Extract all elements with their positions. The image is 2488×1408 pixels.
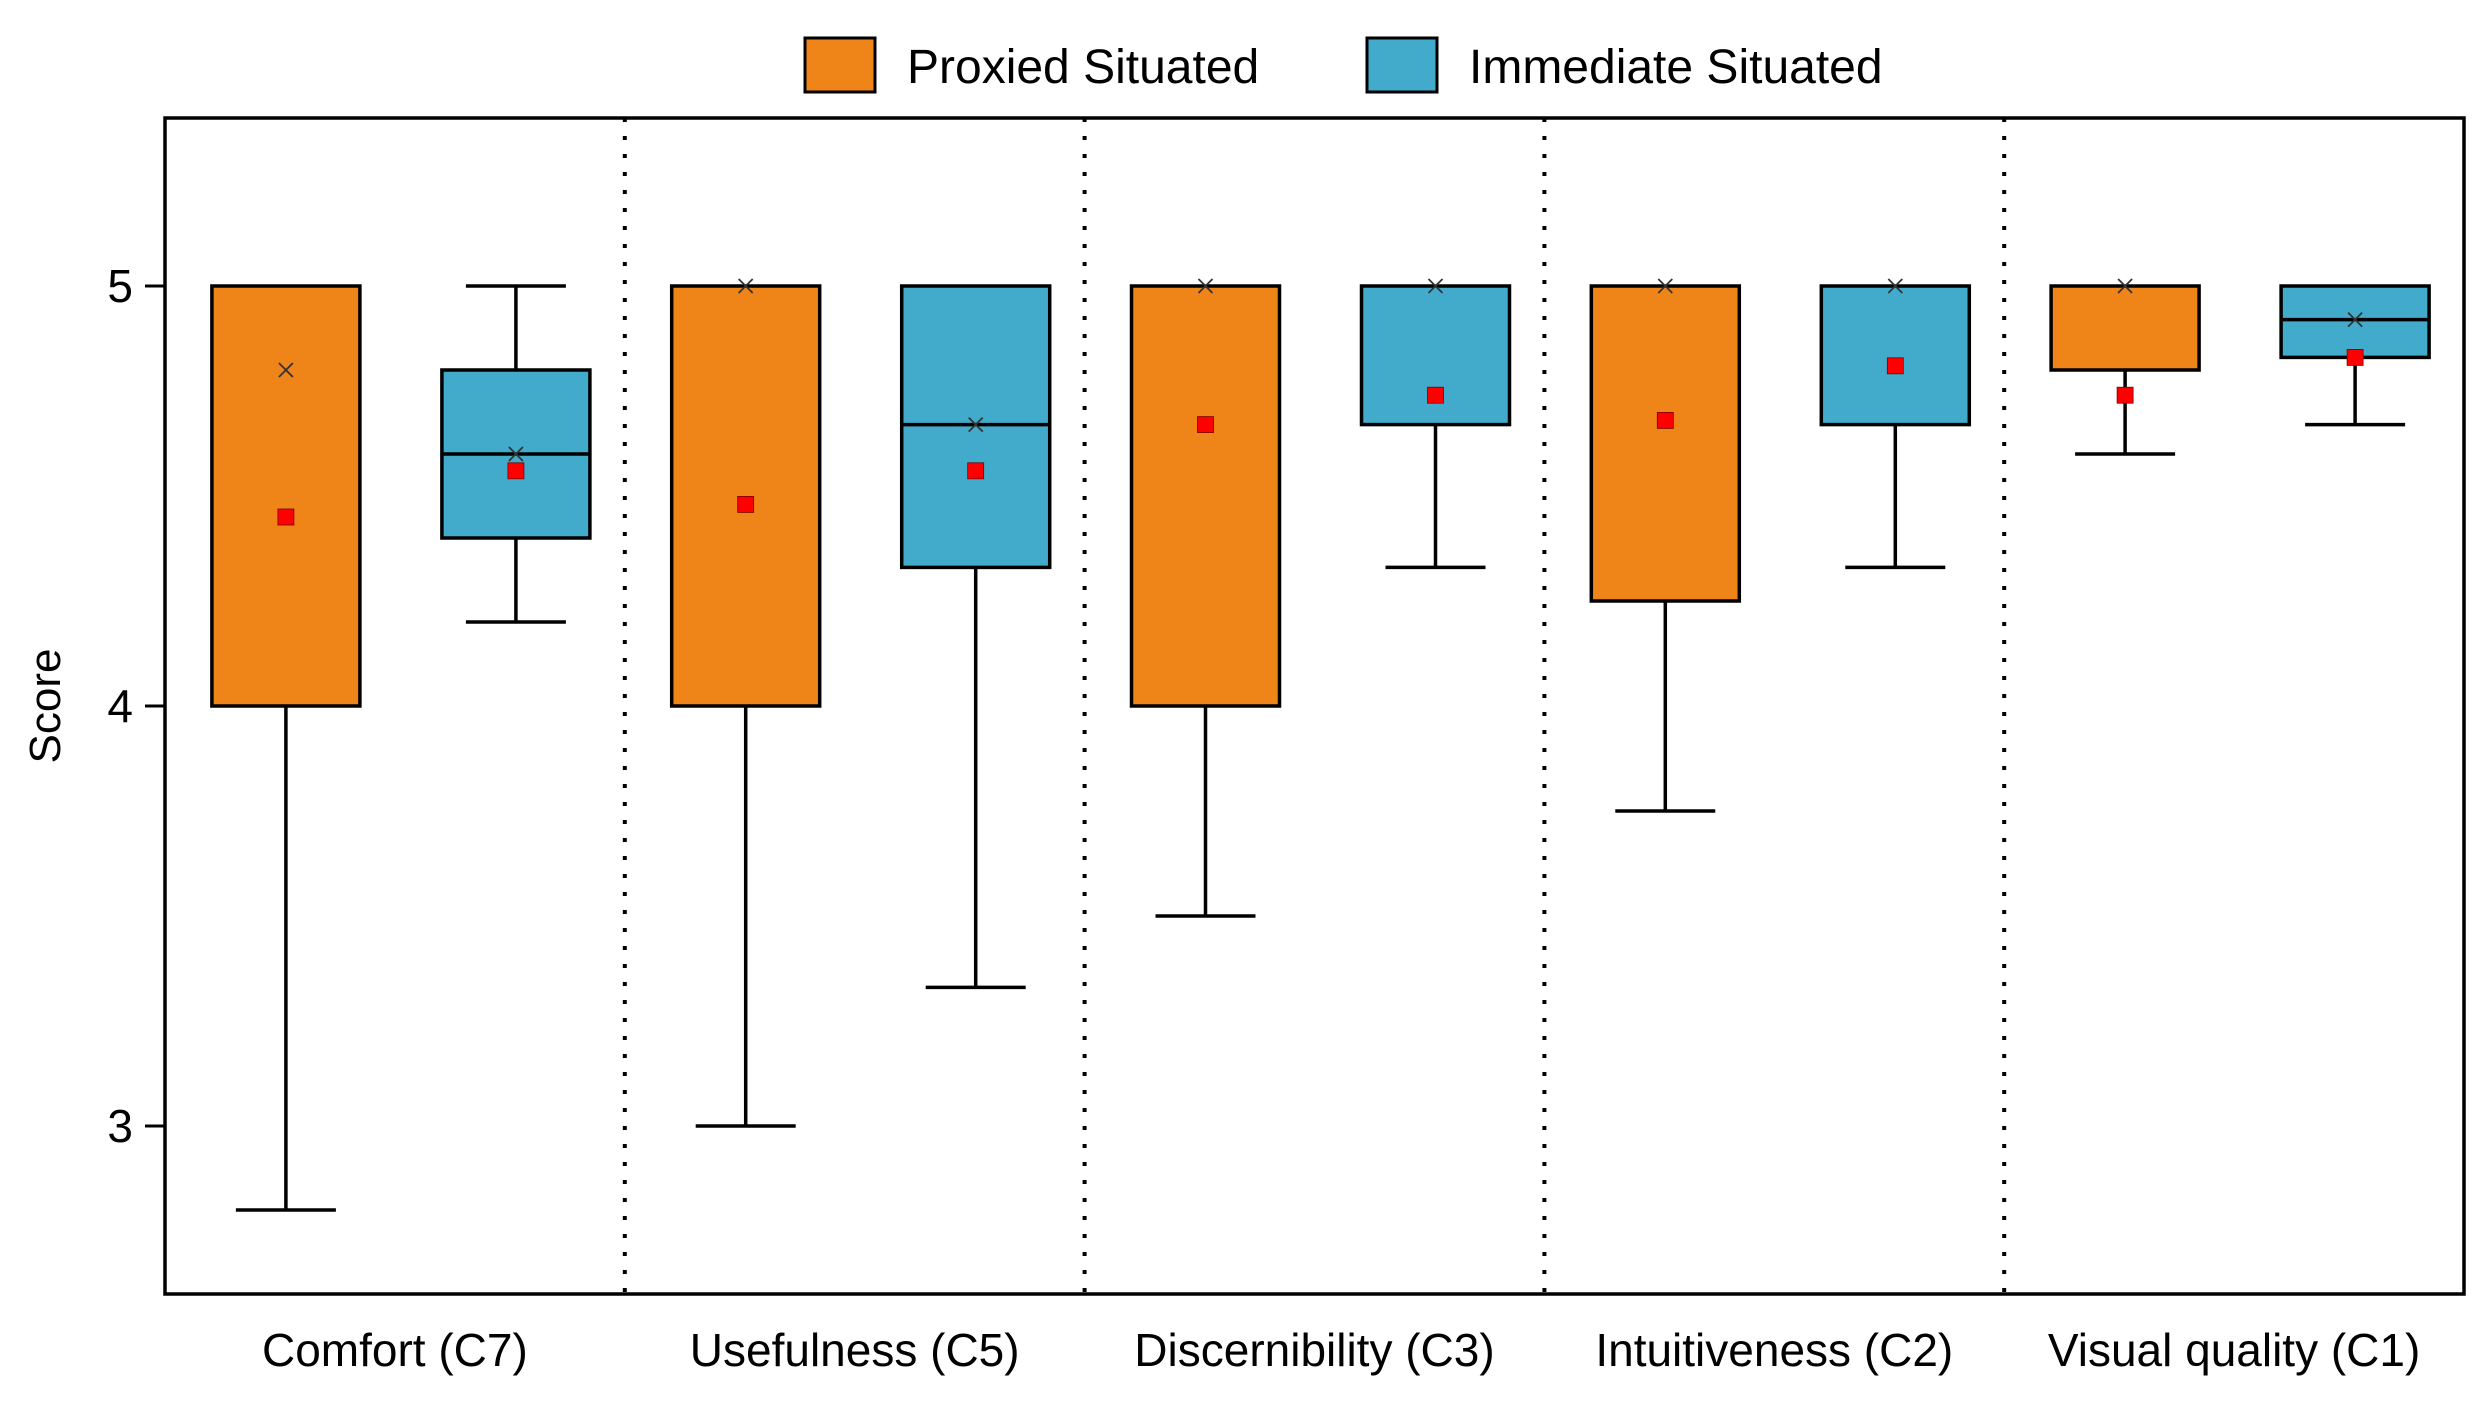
group-separators — [622, 118, 2007, 1294]
x-axis-labels: Comfort (C7) Usefulness (C5) Discernibilit… — [262, 1324, 2420, 1376]
box-body — [2279, 284, 2431, 360]
mean-marker — [2346, 348, 2364, 366]
mean-marker — [2116, 386, 2134, 404]
mean-marker — [1427, 386, 1444, 404]
box-groups — [210, 278, 2431, 1212]
x-tick-label: Intuitiveness (C2) — [1595, 1324, 1953, 1376]
x-tick-label: Usefulness (C5) — [690, 1324, 1020, 1376]
box-0-3 — [1589, 278, 1742, 813]
box-body — [1129, 284, 1282, 708]
x-marker — [508, 446, 524, 462]
x-tick-label: Comfort (C7) — [262, 1324, 528, 1376]
x-marker — [2117, 278, 2133, 294]
x-marker — [968, 416, 984, 433]
x-marker — [738, 278, 754, 294]
mean-marker — [1886, 357, 1904, 375]
box-0-1 — [669, 278, 822, 1128]
x-marker — [278, 362, 294, 378]
box-1-3 — [1819, 278, 1972, 570]
box-0-2 — [1129, 278, 1282, 918]
y-tick-label: 3 — [107, 1100, 133, 1152]
box-body — [1359, 284, 1512, 427]
mean-marker — [277, 508, 295, 526]
x-marker — [1427, 278, 1444, 294]
x-marker — [1887, 278, 1903, 294]
y-axis-ticks: 3 4 5 — [107, 260, 165, 1152]
box-1-4 — [2279, 284, 2431, 427]
legend-label-immediate: Immediate Situated — [1469, 41, 1883, 94]
legend: Proxied Situated Immediate Situated — [803, 36, 1883, 94]
legend-swatch-proxied — [803, 36, 877, 94]
y-tick-label: 4 — [107, 680, 133, 732]
mean-marker — [1656, 411, 1674, 429]
box-0-0 — [210, 284, 362, 1212]
y-axis-label: Score — [21, 649, 70, 764]
box-0-4 — [2049, 278, 2201, 456]
box-body — [1589, 284, 1742, 603]
x-marker — [1197, 278, 1214, 294]
box-body — [2049, 284, 2201, 372]
mean-marker — [1197, 416, 1214, 434]
legend-label-proxied: Proxied Situated — [907, 41, 1259, 94]
x-tick-label: Discernibility (C3) — [1134, 1324, 1494, 1376]
x-marker — [2347, 311, 2363, 328]
box-1-1 — [899, 284, 1052, 990]
legend-swatch-immediate — [1365, 36, 1439, 94]
mean-marker — [967, 462, 985, 480]
mean-marker — [737, 495, 755, 513]
box-body — [899, 284, 1052, 570]
box-1-2 — [1359, 278, 1512, 570]
x-marker — [1657, 278, 1673, 294]
box-body — [1819, 284, 1972, 427]
box-body — [210, 284, 362, 708]
box-1-0 — [440, 284, 592, 624]
mean-marker — [507, 462, 525, 480]
y-tick-label: 5 — [107, 260, 133, 312]
x-tick-label: Visual quality (C1) — [2048, 1324, 2420, 1376]
